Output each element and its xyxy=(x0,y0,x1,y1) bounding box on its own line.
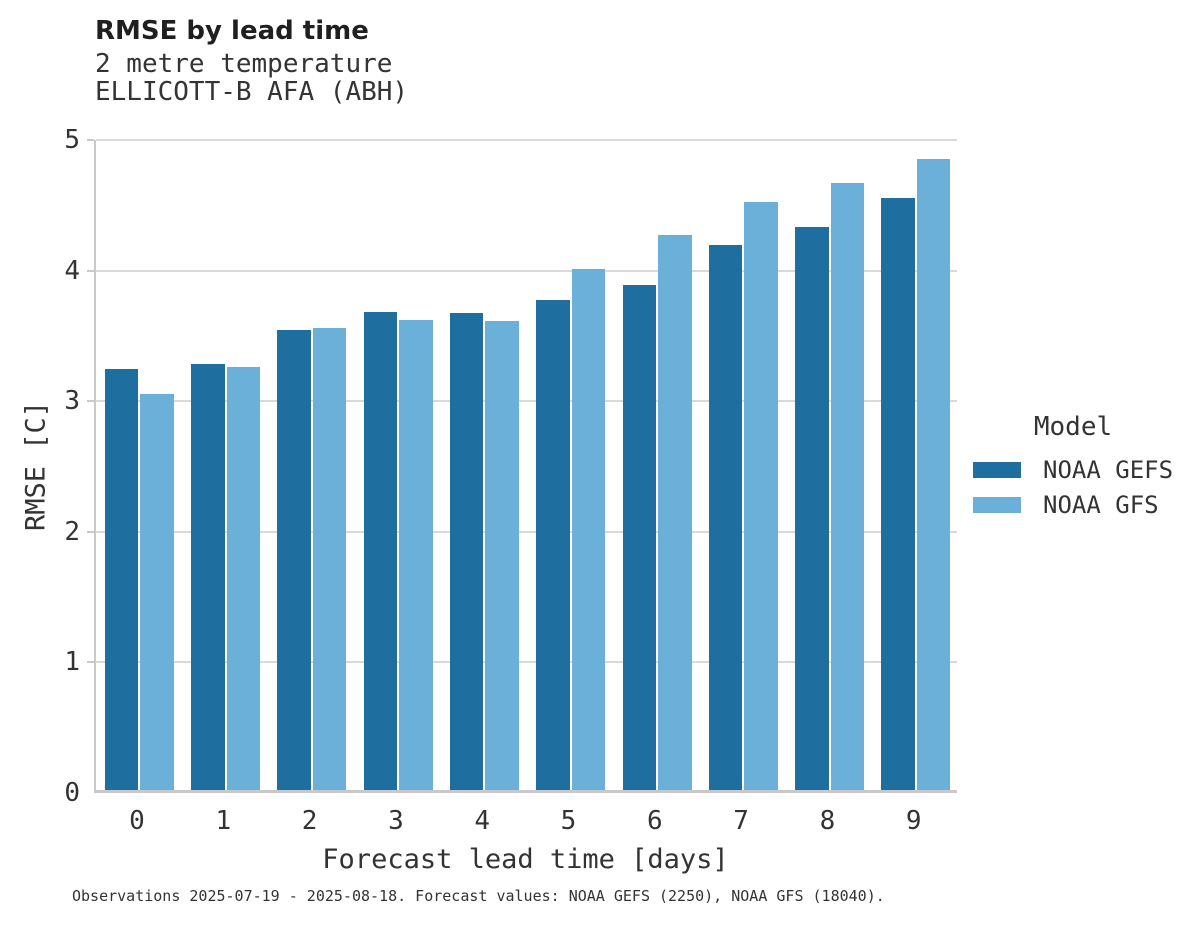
x-axis-label: Forecast lead time [days] xyxy=(322,844,729,875)
bar-noaa-gefs-day-7 xyxy=(708,245,743,790)
y-tick-label-1: 1 xyxy=(64,647,80,678)
gridline-y-3 xyxy=(96,400,957,403)
bar-noaa-gefs-day-2 xyxy=(277,330,311,790)
x-tick-label-4: 4 xyxy=(474,806,491,836)
bar-noaa-gfs-day-2 xyxy=(312,327,347,790)
y-tick-label-0: 0 xyxy=(64,778,80,808)
chart-title: RMSE by lead time xyxy=(95,16,369,46)
gridline-y-4 xyxy=(96,269,957,272)
y-tick-mark-2 xyxy=(87,530,94,533)
y-tick-label-5: 5 xyxy=(64,125,80,155)
x-tick-label-0: 0 xyxy=(129,806,145,836)
footer-caption: Observations 2025-07-19 - 2025-08-18. Fo… xyxy=(72,887,885,905)
legend-swatch-icon xyxy=(973,462,1021,478)
plot-area xyxy=(87,139,957,793)
bar-noaa-gfs-day-6 xyxy=(658,234,692,790)
y-tick-mark-3 xyxy=(87,400,94,403)
legend-item-noaa-gfs: NOAA GFS xyxy=(973,491,1183,526)
x-tick-label-6: 6 xyxy=(646,806,663,836)
gridline-y-2 xyxy=(96,530,957,533)
gridline-y-5 xyxy=(96,139,957,141)
y-tick-mark-4 xyxy=(87,269,94,272)
chart-subtitle-variable: 2 metre temperature xyxy=(95,49,393,79)
y-tick-label-2: 2 xyxy=(64,516,80,547)
x-tick-label-2: 2 xyxy=(301,806,318,836)
bar-noaa-gfs-day-7 xyxy=(744,202,778,790)
y-tick-label-4: 4 xyxy=(64,255,80,286)
bar-noaa-gefs-day-1 xyxy=(191,364,225,790)
bar-noaa-gfs-day-9 xyxy=(916,159,951,790)
legend-title: Model xyxy=(1033,412,1113,442)
y-axis-label: RMSE [C] xyxy=(20,400,52,532)
x-tick-label-1: 1 xyxy=(215,806,232,836)
legend-label: NOAA GEFS xyxy=(1043,456,1174,484)
legend: Model NOAA GEFS NOAA GFS xyxy=(973,412,1183,526)
bar-noaa-gfs-day-0 xyxy=(140,394,174,790)
bar-noaa-gefs-day-5 xyxy=(536,300,570,790)
gridline-y-1 xyxy=(96,661,957,664)
chart-subtitle-station: ELLICOTT-B AFA (ABH) xyxy=(95,77,409,107)
x-tick-label-8: 8 xyxy=(819,806,836,836)
bar-noaa-gfs-day-1 xyxy=(226,366,260,790)
legend-items: NOAA GEFS NOAA GFS xyxy=(973,456,1183,526)
legend-swatch-icon xyxy=(973,497,1021,513)
y-tick-label-3: 3 xyxy=(64,386,80,417)
bar-noaa-gefs-day-6 xyxy=(622,284,656,790)
legend-item-noaa-gefs: NOAA GEFS xyxy=(973,456,1183,491)
y-tick-mark-1 xyxy=(87,661,94,664)
bar-noaa-gfs-day-8 xyxy=(830,182,865,790)
bar-noaa-gefs-day-0 xyxy=(104,369,139,790)
x-tick-label-9: 9 xyxy=(905,806,922,836)
bar-noaa-gfs-day-5 xyxy=(571,268,606,790)
y-tick-mark-5 xyxy=(87,139,94,141)
bar-noaa-gefs-day-9 xyxy=(881,198,915,790)
bar-noaa-gfs-day-4 xyxy=(485,321,519,790)
legend-label: NOAA GFS xyxy=(1043,491,1159,519)
bar-noaa-gefs-day-3 xyxy=(363,312,398,790)
x-tick-label-5: 5 xyxy=(560,806,577,836)
bar-noaa-gfs-day-3 xyxy=(399,319,433,790)
bar-noaa-gefs-day-8 xyxy=(795,227,829,790)
x-tick-label-7: 7 xyxy=(733,806,749,836)
bar-noaa-gefs-day-4 xyxy=(449,313,484,790)
x-tick-label-3: 3 xyxy=(388,806,404,836)
